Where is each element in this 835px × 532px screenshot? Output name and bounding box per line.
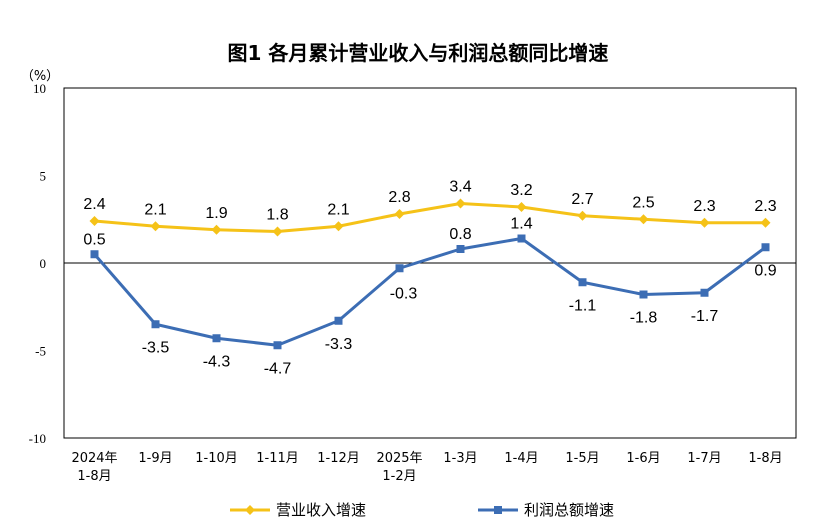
y-axis-unit: （%）: [21, 69, 59, 84]
data-label: -4.3: [203, 353, 231, 370]
data-label: -1.7: [691, 308, 719, 325]
legend-label: 营业收入增速: [276, 501, 366, 519]
data-label: 0.5: [83, 231, 105, 248]
data-label: 0.8: [449, 226, 471, 243]
data-label: 1.9: [205, 205, 227, 222]
data-point-marker: [89, 216, 100, 226]
x-tick-label: 1-5月: [565, 451, 599, 466]
data-label: -4.7: [264, 360, 292, 377]
data-point-marker: [700, 288, 709, 297]
data-point-marker: [394, 209, 405, 219]
chart-title: 图1 各月累计营业收入与利润总额同比增速: [228, 41, 609, 65]
x-tick-label: 1-12月: [317, 451, 360, 466]
data-label: -3.3: [325, 336, 353, 353]
data-point-marker: [151, 320, 160, 329]
data-point-marker: [273, 341, 282, 350]
data-label: 2.3: [693, 198, 715, 215]
x-tick-label: 1-3月: [443, 451, 477, 466]
data-point-marker: [578, 278, 587, 287]
data-point-marker: [456, 245, 465, 253]
data-label: -1.1: [569, 297, 597, 314]
legend-marker: [245, 505, 255, 515]
y-tick-label: 5: [40, 169, 47, 184]
data-point-marker: [211, 224, 222, 235]
data-label: 1.4: [510, 216, 532, 233]
data-point-marker: [272, 226, 283, 237]
data-point-marker: [333, 221, 344, 232]
data-point-marker: [639, 290, 648, 299]
series-line-revenue: [94, 202, 766, 233]
data-label: 2.7: [571, 191, 593, 208]
data-point-marker: [334, 316, 343, 325]
data-point-marker: [150, 221, 161, 232]
data-label: 2.3: [754, 198, 776, 215]
data-label: 2.5: [632, 194, 654, 211]
x-tick-label: 1-10月: [195, 451, 238, 466]
data-label: 2.4: [83, 196, 105, 213]
data-label: 2.1: [327, 201, 349, 218]
data-label: 2.1: [144, 201, 166, 218]
data-point-marker: [395, 264, 404, 273]
data-label: -0.3: [390, 285, 418, 302]
data-label: -1.8: [630, 310, 658, 327]
x-tick-label: 2024年: [71, 451, 117, 466]
series-line-profit: [93, 237, 767, 347]
y-tick-label: 10: [33, 81, 46, 96]
x-tick-label: 1-11月: [256, 451, 299, 466]
x-tick-label: 1-6月: [626, 451, 660, 466]
data-point-marker: [761, 243, 770, 252]
data-point-marker: [638, 214, 649, 225]
legend-marker: [494, 506, 502, 514]
data-point-marker: [516, 202, 527, 212]
y-tick-label: -10: [29, 431, 46, 446]
x-tick-label: 1-8月: [77, 469, 111, 484]
data-point-marker: [760, 217, 771, 228]
data-label: 1.8: [266, 207, 288, 224]
data-point-marker: [455, 198, 466, 209]
x-tick-label: 1-2月: [382, 469, 416, 484]
x-tick-label: 1-7月: [687, 451, 721, 466]
data-point-marker: [212, 334, 221, 343]
data-label: 0.9: [754, 262, 776, 279]
data-label: 2.8: [388, 189, 410, 206]
data-point-marker: [577, 210, 588, 221]
x-tick-label: 2025年: [376, 451, 422, 466]
x-tick-label: 1-9月: [138, 451, 172, 466]
data-point-marker: [90, 250, 99, 259]
y-tick-label: 0: [40, 256, 47, 271]
x-tick-label: 1-4月: [504, 451, 538, 466]
data-point-marker: [699, 217, 710, 228]
legend-label: 利润总额增速: [524, 501, 614, 519]
x-tick-label: 1-8月: [748, 451, 782, 466]
data-label: 3.4: [449, 179, 471, 196]
y-tick-label: -5: [35, 344, 46, 359]
data-point-marker: [517, 234, 526, 243]
data-label: -3.5: [142, 339, 170, 356]
data-label: 3.2: [510, 182, 532, 199]
